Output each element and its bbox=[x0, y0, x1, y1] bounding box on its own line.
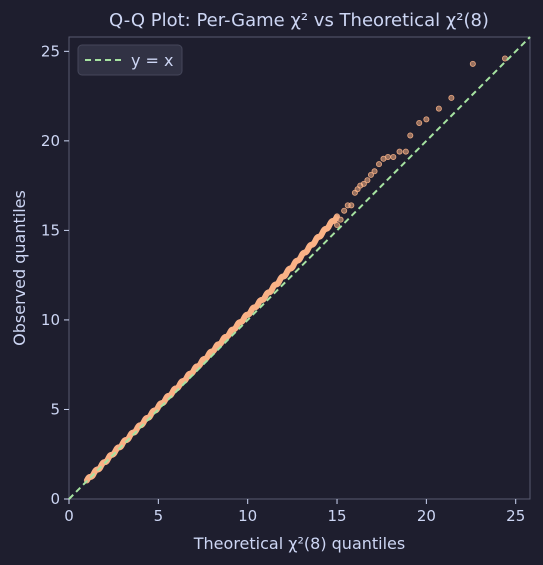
reference-line-y-equals-x bbox=[68, 36, 531, 500]
data-point bbox=[448, 94, 455, 101]
data-point bbox=[416, 119, 423, 126]
data-point bbox=[334, 222, 341, 229]
data-point bbox=[469, 60, 476, 67]
data-point bbox=[337, 216, 344, 223]
data-points-group bbox=[83, 55, 508, 484]
y-tick-label: 25 bbox=[41, 42, 60, 60]
x-tick-label: 10 bbox=[238, 507, 257, 525]
x-tick-label: 25 bbox=[506, 507, 525, 525]
y-axis-label: Observed quantiles bbox=[10, 190, 29, 346]
data-point bbox=[364, 177, 371, 184]
x-tick-label: 0 bbox=[64, 507, 74, 525]
data-point bbox=[376, 161, 383, 168]
x-axis-ticks: 0 5 10 15 20 25 bbox=[64, 499, 525, 525]
legend-box bbox=[77, 44, 183, 76]
data-point bbox=[501, 55, 508, 62]
data-point bbox=[348, 202, 355, 209]
data-point bbox=[423, 116, 430, 123]
data-point bbox=[396, 148, 403, 155]
legend-label: y = x bbox=[131, 51, 174, 70]
data-point bbox=[360, 180, 367, 187]
chart-title: Q-Q Plot: Per-Game χ² vs Theoretical χ²(… bbox=[109, 10, 489, 31]
data-point bbox=[384, 153, 391, 160]
data-point bbox=[334, 213, 341, 220]
x-tick-label: 5 bbox=[154, 507, 164, 525]
data-point bbox=[435, 105, 442, 112]
y-tick-label: 5 bbox=[50, 400, 60, 418]
data-point bbox=[402, 148, 409, 155]
y-tick-label: 15 bbox=[41, 221, 60, 239]
y-tick-label: 0 bbox=[50, 490, 60, 508]
x-tick-label: 15 bbox=[327, 507, 346, 525]
data-point bbox=[367, 171, 374, 178]
y-axis-ticks: 0 5 10 15 20 25 bbox=[41, 42, 69, 508]
data-point bbox=[407, 132, 414, 139]
data-point bbox=[390, 153, 397, 160]
legend: y = x bbox=[77, 44, 183, 76]
data-point bbox=[371, 168, 378, 175]
y-tick-label: 20 bbox=[41, 132, 60, 150]
y-tick-label: 10 bbox=[41, 311, 60, 329]
data-point bbox=[341, 207, 348, 214]
x-axis-label: Theoretical χ²(8) quantiles bbox=[193, 534, 405, 553]
x-tick-label: 20 bbox=[417, 507, 436, 525]
